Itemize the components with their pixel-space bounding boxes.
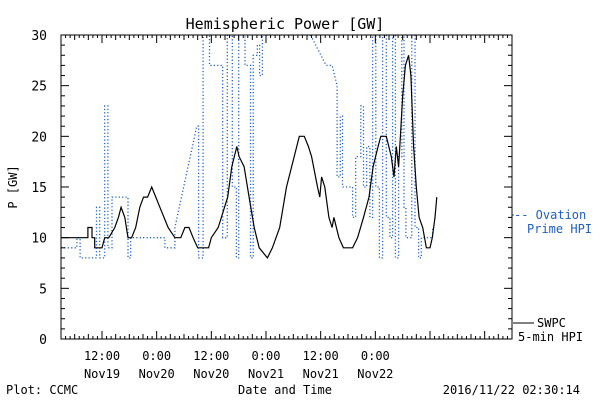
chart-title: Hemispheric Power [GW] <box>186 15 385 33</box>
ovation-series-line <box>61 35 434 259</box>
x-axis: 12:00 Nov19 0:00 Nov20 12:00 Nov20 0:00 Nov21 12… <box>60 35 513 381</box>
y-tick-label: 20 <box>31 130 47 145</box>
y-tick-label: 15 <box>31 181 47 196</box>
legend-swpc-line1: SWPC <box>537 316 566 330</box>
x-tick-time-label: 12:00 <box>303 349 339 363</box>
legend-swpc: SWPC 5-min HPI <box>513 316 583 344</box>
x-tick-date-label: Nov22 <box>357 367 393 381</box>
y-tick-label: 25 <box>31 80 47 95</box>
legend-ovation-line2: Prime HPI <box>527 222 592 236</box>
swpc-series-line <box>61 55 438 260</box>
x-tick-time-label: 0:00 <box>361 349 390 363</box>
plot-timestamp: 2016/11/22 02:30:14 <box>443 383 580 397</box>
plot-credit: Plot: CCMC <box>6 383 78 397</box>
y-tick-label: 10 <box>31 232 47 247</box>
legend-swpc-line2: 5-min HPI <box>518 330 583 344</box>
y-tick-label: 30 <box>31 29 47 44</box>
x-tick-date-label: Nov20 <box>139 367 175 381</box>
x-tick-time-label: 0:00 <box>252 349 281 363</box>
x-tick-date-label: Nov21 <box>248 367 284 381</box>
x-tick-date-label: Nov19 <box>84 367 120 381</box>
y-axis-label: P [GW] <box>6 165 20 208</box>
series-layer <box>61 35 514 260</box>
x-tick-time-label: 12:00 <box>193 349 229 363</box>
x-axis-label: Date and Time <box>238 383 332 397</box>
y-axis: 0 5 10 15 20 25 30 <box>31 29 512 348</box>
y-tick-label: 0 <box>39 333 47 348</box>
x-tick-date-label: Nov21 <box>303 367 339 381</box>
x-tick-time-label: 0:00 <box>142 349 171 363</box>
x-tick-date-label: Nov20 <box>193 367 229 381</box>
legend-ovation: -- Ovation Prime HPI <box>514 208 592 236</box>
x-tick-time-label: 12:00 <box>84 349 120 363</box>
y-tick-label: 5 <box>39 282 47 297</box>
legend-ovation-line1: -- Ovation <box>514 208 586 222</box>
